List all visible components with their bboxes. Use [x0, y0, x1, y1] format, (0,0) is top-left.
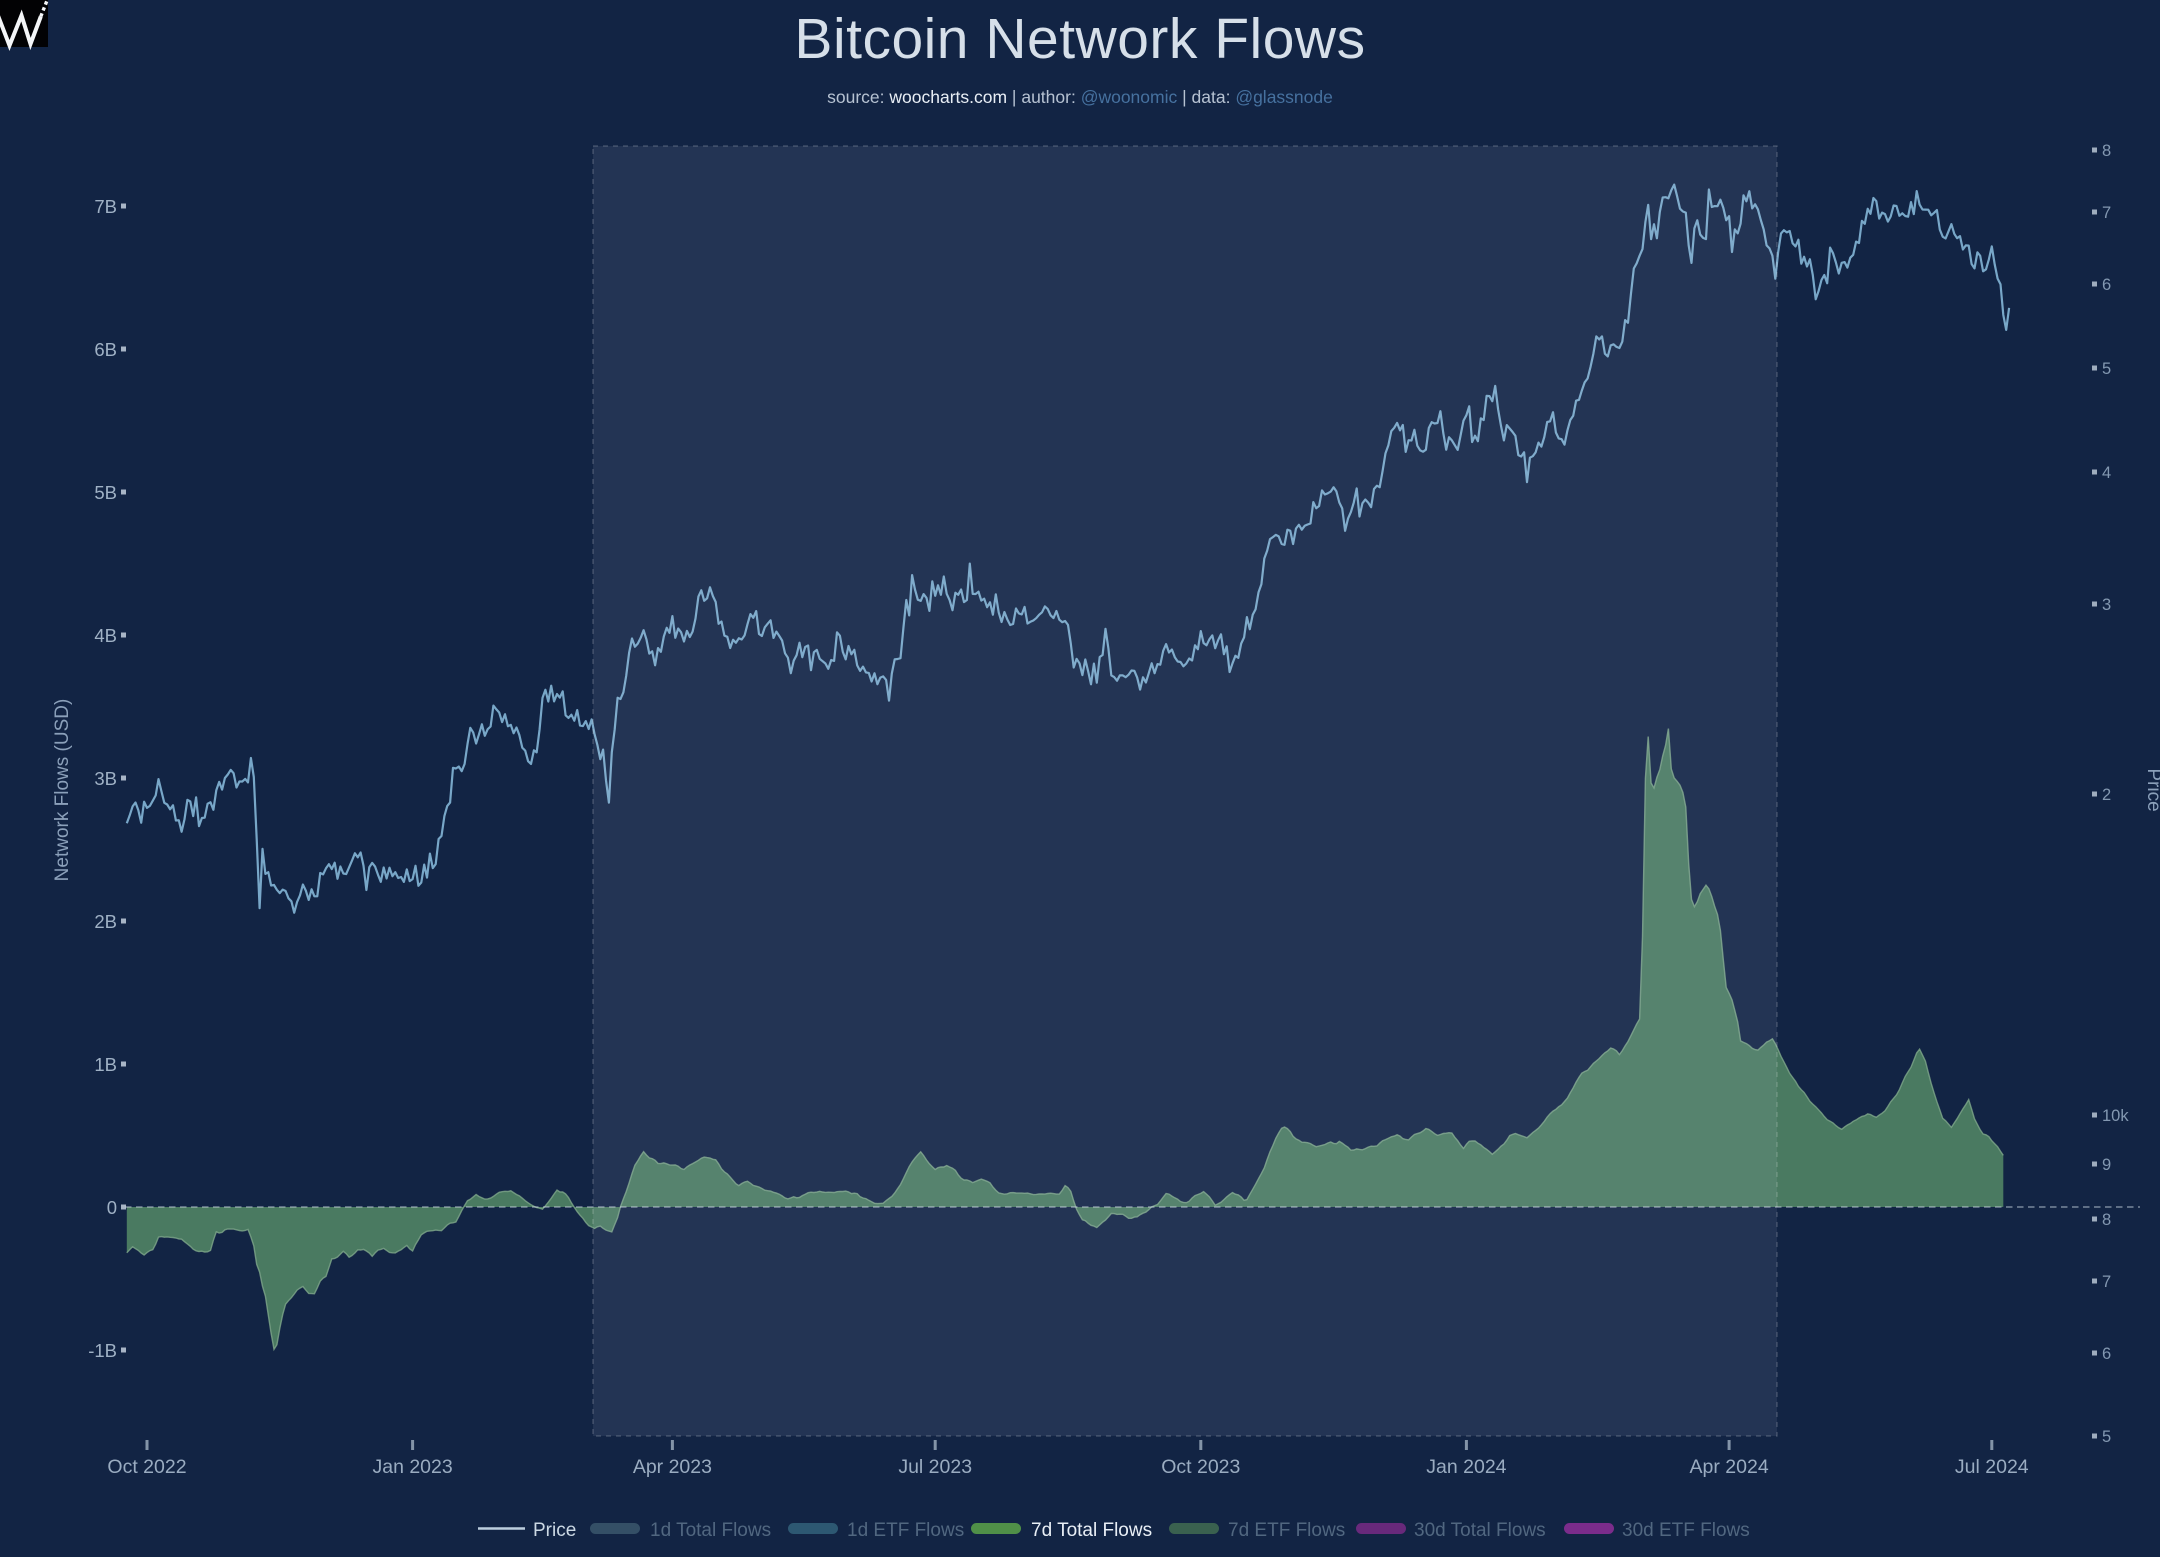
svg-text:10k: 10k	[2102, 1107, 2129, 1125]
svg-text:7d ETF Flows: 7d ETF Flows	[1228, 1520, 1345, 1541]
svg-text:Price: Price	[533, 1520, 576, 1541]
svg-text:7d Total Flows: 7d Total Flows	[1031, 1520, 1152, 1541]
svg-text:Jan 2024: Jan 2024	[1426, 1456, 1506, 1478]
svg-text:8: 8	[2102, 142, 2111, 160]
svg-text:8: 8	[2102, 1211, 2111, 1229]
svg-text:5B: 5B	[94, 482, 117, 503]
svg-text:6: 6	[2102, 276, 2111, 294]
svg-text:3: 3	[2102, 596, 2111, 614]
svg-text:5: 5	[2102, 360, 2111, 378]
svg-text:2B: 2B	[94, 911, 117, 932]
svg-text:7: 7	[2102, 1273, 2111, 1291]
svg-text:3B: 3B	[94, 768, 117, 789]
svg-text:4: 4	[2102, 464, 2111, 482]
svg-text:Price: Price	[2143, 768, 2160, 811]
svg-text:-1B: -1B	[88, 1340, 117, 1361]
svg-text:1B: 1B	[94, 1054, 117, 1075]
svg-text:5: 5	[2102, 1428, 2111, 1446]
svg-text:4B: 4B	[94, 625, 117, 646]
svg-text:30d Total Flows: 30d Total Flows	[1414, 1520, 1546, 1541]
svg-text:Bitcoin Network Flows: Bitcoin Network Flows	[794, 7, 1365, 71]
svg-text:Jan 2023: Jan 2023	[372, 1456, 452, 1478]
svg-text:0: 0	[107, 1197, 117, 1218]
svg-text:1d Total Flows: 1d Total Flows	[650, 1520, 771, 1541]
svg-text:source: woocharts.com | author: source: woocharts.com | author: @woonomi…	[827, 87, 1333, 107]
svg-text:9: 9	[2102, 1156, 2111, 1174]
svg-text:2: 2	[2102, 786, 2111, 804]
svg-text:Jul 2023: Jul 2023	[898, 1456, 972, 1478]
svg-text:6B: 6B	[94, 339, 117, 360]
svg-text:1d ETF Flows: 1d ETF Flows	[847, 1520, 964, 1541]
svg-text:7B: 7B	[94, 196, 117, 217]
svg-text:Apr 2024: Apr 2024	[1690, 1456, 1769, 1478]
svg-text:Jul 2024: Jul 2024	[1955, 1456, 2029, 1478]
svg-text:Oct 2023: Oct 2023	[1161, 1456, 1240, 1478]
svg-text:6: 6	[2102, 1345, 2111, 1363]
svg-text:Apr 2023: Apr 2023	[633, 1456, 712, 1478]
svg-text:Oct 2022: Oct 2022	[107, 1456, 186, 1478]
svg-text:Network Flows (USD): Network Flows (USD)	[52, 699, 73, 882]
svg-text:7: 7	[2102, 204, 2111, 222]
svg-text:30d ETF Flows: 30d ETF Flows	[1622, 1520, 1750, 1541]
